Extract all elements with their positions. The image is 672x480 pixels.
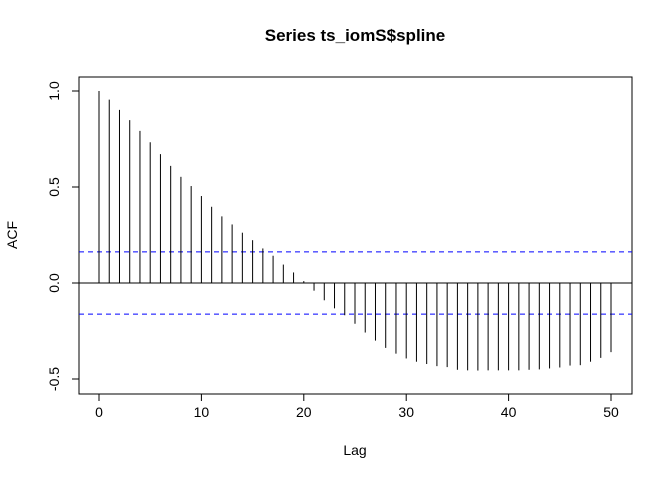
plot-area	[79, 91, 632, 371]
x-tick-label: 50	[603, 404, 619, 420]
y-axis-label: ACF	[4, 221, 20, 249]
x-tick-label: 10	[194, 404, 210, 420]
x-tick-label: 40	[501, 404, 517, 420]
y-tick-label: -0.5	[46, 367, 62, 391]
y-axis: -0.5 0.0 0.5 1.0	[46, 81, 80, 391]
y-tick-label: 0.5	[46, 177, 62, 197]
x-tick-label: 0	[95, 404, 103, 420]
chart-title: Series ts_iomS$spline	[265, 26, 445, 45]
x-axis-label: Lag	[343, 442, 366, 458]
y-tick-label: 1.0	[46, 81, 62, 101]
plot-frame	[78, 76, 633, 395]
y-tick-label: 0.0	[46, 273, 62, 293]
x-tick-label: 20	[296, 404, 312, 420]
x-axis: 0 10 20 30 40 50	[95, 393, 619, 420]
x-tick-label: 30	[398, 404, 414, 420]
